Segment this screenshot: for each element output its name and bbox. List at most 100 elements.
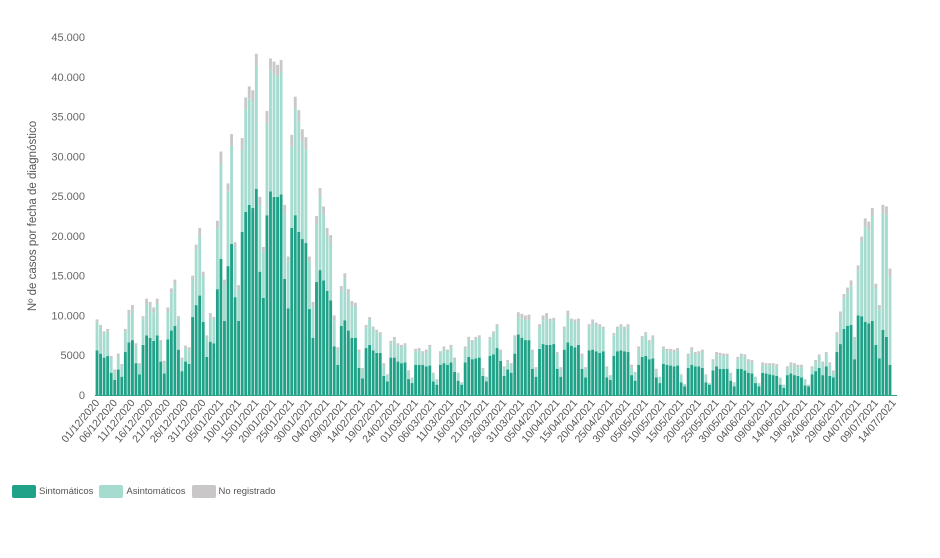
bar-asintomaticos [467,339,471,357]
bar-asintomaticos [594,324,598,352]
bar-no-registrado [615,326,619,329]
bar-asintomaticos [162,363,166,374]
bar-sintomaticos [364,348,368,395]
bar-sintomaticos [577,344,580,395]
bar-asintomaticos [481,370,485,376]
bar-no-registrado [807,384,810,386]
bar-no-registrado [495,324,499,327]
bar-sintomaticos [148,337,152,395]
bar-sintomaticos [739,368,743,395]
bar-asintomaticos [817,356,821,368]
bar-asintomaticos [785,368,789,376]
bar-sintomaticos [743,370,747,395]
bar-asintomaticos [846,292,849,326]
bar-asintomaticos [145,303,149,336]
bar-sintomaticos [187,363,191,395]
y-tick-label: 20.000 [51,231,85,243]
bar-asintomaticos [718,355,722,369]
bar-asintomaticos [608,375,612,380]
bar-no-registrado [665,348,669,352]
bar-sintomaticos [159,361,163,395]
bar-sintomaticos [212,343,216,395]
bar-no-registrado [796,364,800,368]
bar-no-registrado [311,301,315,307]
bar-no-registrado [212,317,216,320]
bar-no-registrado [853,336,857,340]
bar-asintomaticos [835,334,839,353]
bar-asintomaticos [99,327,102,354]
bar-no-registrado [789,362,793,365]
bar-asintomaticos [276,76,279,197]
bar-sintomaticos [368,344,372,395]
bar-no-registrado [523,315,527,321]
bar-sintomaticos [354,337,357,395]
bar-no-registrado [477,335,481,338]
bar-sintomaticos [502,375,506,395]
bar-no-registrado [686,353,690,357]
bar-sintomaticos [460,384,464,395]
x-axis: 01/12/202006/12/202011/12/202016/12/2020… [59,397,899,445]
bar-sintomaticos [506,369,510,395]
bar-sintomaticos [831,377,835,395]
bar-sintomaticos [99,353,102,395]
bar-no-registrado [194,244,198,250]
bar-sintomaticos [215,289,219,395]
bar-sintomaticos [230,243,233,395]
bar-asintomaticos [470,342,474,360]
bar-sintomaticos [693,366,697,395]
legend-item-no-registrado[interactable]: No registrado [191,485,276,498]
bar-asintomaticos [318,196,322,271]
bar-sintomaticos [764,373,768,395]
bar-no-registrado [637,346,641,349]
bar-asintomaticos [877,309,881,359]
bar-asintomaticos [230,145,233,244]
bar-sintomaticos [477,357,481,395]
bar-sintomaticos [849,324,853,395]
legend-item-sintomaticos[interactable]: Sintomáticos [12,485,93,498]
bar-asintomaticos [177,318,180,350]
bar-no-registrado [102,331,106,334]
bar-no-registrado [644,332,648,335]
bar-sintomaticos [573,347,577,395]
bar-no-registrado [414,348,418,352]
bar-asintomaticos [400,347,403,364]
bar-no-registrado [651,335,655,338]
bar-asintomaticos [725,356,729,369]
bar-asintomaticos [867,229,871,324]
legend-item-asintomaticos[interactable]: Asintomáticos [99,485,186,498]
bar-no-registrado [877,305,881,310]
bar-no-registrado [187,347,191,350]
bar-sintomaticos [322,280,326,395]
bar-sintomaticos [177,349,180,395]
bar-no-registrado [630,364,633,368]
bar-asintomaticos [265,122,269,216]
bar-asintomaticos [194,249,198,306]
bar-no-registrado [283,204,287,213]
bar-asintomaticos [619,326,623,351]
bar-asintomaticos [198,235,202,296]
bar-sintomaticos [474,358,478,395]
legend-label: Asintomáticos [126,486,186,497]
bar-no-registrado [548,318,552,322]
bar-no-registrado [120,363,124,367]
bar-sintomaticos [155,335,159,395]
bar-no-registrado [792,363,796,366]
bar-asintomaticos [474,339,478,359]
bar-asintomaticos [771,365,775,376]
bar-sintomaticos [718,368,722,395]
bar-asintomaticos [453,360,456,372]
bar-asintomaticos [120,366,124,377]
bar-no-registrado [839,311,842,317]
bar-asintomaticos [272,73,276,197]
bar-sintomaticos [654,377,658,395]
bar-sintomaticos [485,381,488,395]
bar-sintomaticos [516,334,520,395]
bar-asintomaticos [375,332,379,353]
bar-asintomaticos [95,321,99,351]
bar-asintomaticos [336,349,340,365]
bar-asintomaticos [870,216,874,322]
bar-asintomaticos [676,350,680,366]
bar-sintomaticos [403,362,407,395]
bar-sintomaticos [559,376,563,395]
bar-asintomaticos [623,328,626,352]
